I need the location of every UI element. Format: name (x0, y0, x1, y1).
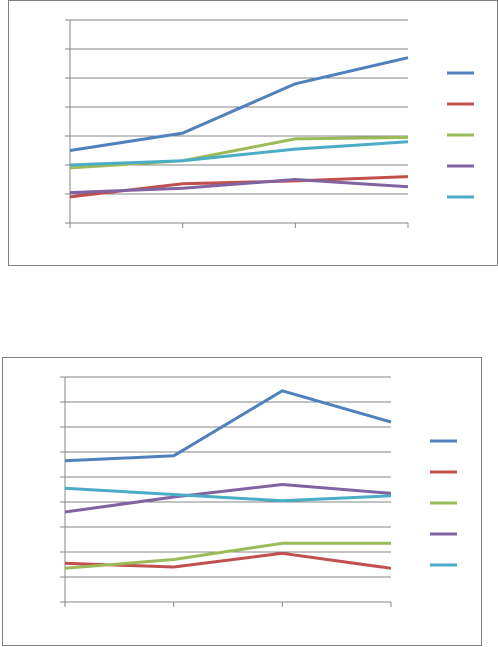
chart-1-series-4-line (69, 178, 409, 195)
chart-2 (2, 357, 482, 646)
chart-1-series-5-line (69, 140, 409, 167)
chart-2-series-3-line (64, 541, 391, 570)
chart-2-series-4-line (64, 483, 392, 514)
chart-2-series-2-line (64, 551, 392, 570)
chart-1-plot (65, 19, 474, 228)
chart-1-series-1-line (69, 56, 409, 152)
chart-2-series-5-line (64, 486, 392, 503)
chart-1 (8, 0, 498, 266)
chart-2-plot (60, 376, 457, 607)
chart-2-series-1-line (64, 389, 392, 463)
